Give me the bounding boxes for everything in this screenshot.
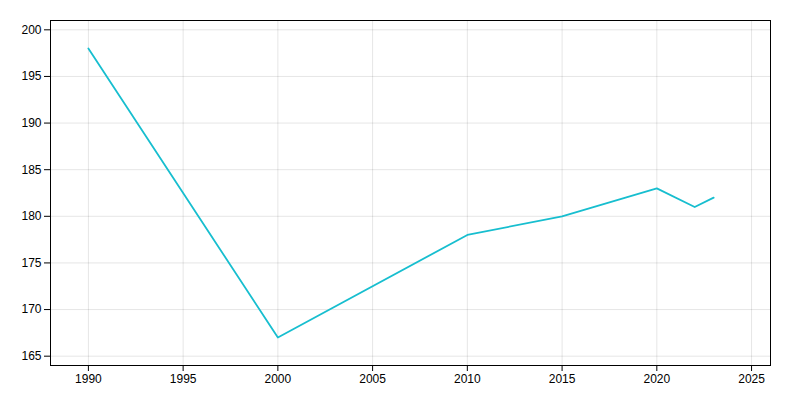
svg-text:1990: 1990 — [75, 372, 102, 386]
svg-text:2025: 2025 — [738, 372, 765, 386]
svg-text:180: 180 — [21, 209, 41, 223]
svg-text:1995: 1995 — [170, 372, 197, 386]
svg-text:2005: 2005 — [359, 372, 386, 386]
svg-text:190: 190 — [21, 116, 41, 130]
svg-text:175: 175 — [21, 256, 41, 270]
svg-text:2020: 2020 — [643, 372, 670, 386]
svg-text:2000: 2000 — [265, 372, 292, 386]
svg-text:200: 200 — [21, 23, 41, 37]
svg-text:165: 165 — [21, 349, 41, 363]
svg-text:195: 195 — [21, 69, 41, 83]
svg-text:170: 170 — [21, 302, 41, 316]
svg-text:2015: 2015 — [549, 372, 576, 386]
svg-text:2010: 2010 — [454, 372, 481, 386]
svg-text:185: 185 — [21, 163, 41, 177]
